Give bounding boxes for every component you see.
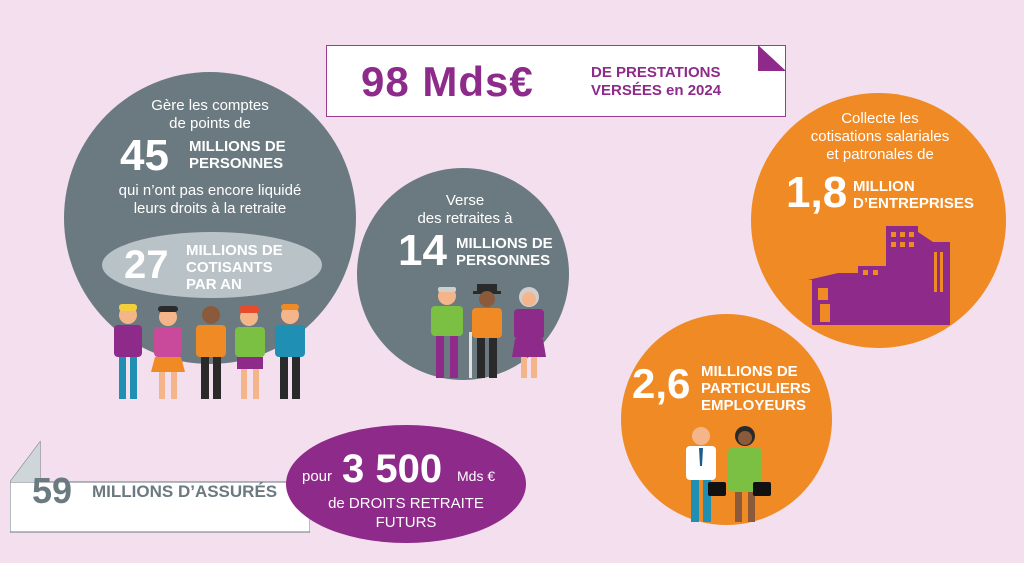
banner-fold: [758, 45, 786, 71]
left-line4: leurs droits à la retraite: [133, 200, 287, 217]
middle-big-label-2: PERSONNES: [456, 252, 551, 269]
top-banner: 98 Mds€ DE PRESTATIONS VERSÉES en 2024: [326, 45, 786, 117]
left-inner-label-3: PAR AN: [186, 276, 242, 293]
left-line1: Gère les comptes: [151, 97, 269, 114]
seniors-figures: [431, 284, 546, 378]
right-top-label-1: MILLION: [853, 178, 915, 195]
right-top-big-number: 1,8: [786, 168, 848, 217]
bottom-banner-shape: [10, 440, 310, 533]
oval-line2: de DROITS RETRAITE: [328, 495, 484, 512]
left-inner-number: 27: [124, 243, 169, 287]
left-line2: de points de: [169, 115, 251, 132]
right-bottom-big-number: 2,6: [632, 360, 691, 407]
left-inner-label-1: MILLIONS DE: [186, 242, 283, 259]
left-inner-oval: [102, 232, 322, 298]
left-big-label-1: MILLIONS DE: [189, 138, 286, 155]
bottom-banner-number: 59: [32, 470, 73, 511]
right-top-line3: et patronales de: [826, 146, 934, 163]
oval-prefix: pour: [302, 468, 333, 485]
right-top-line2: cotisations salariales: [810, 128, 950, 145]
middle-big-label-1: MILLIONS DE: [456, 235, 553, 252]
left-big-label-2: PERSONNES: [189, 155, 284, 172]
left-line3: qui n’ont pas encore liquidé: [118, 182, 302, 199]
left-inner-label-2: COTISANTS: [186, 259, 273, 276]
left-big-number: 45: [120, 131, 169, 180]
banner-label-1: DE PRESTATIONS: [591, 64, 721, 81]
bottom-oval: [286, 425, 526, 543]
five-people-figures: [114, 304, 305, 399]
right-top-line1: Collecte les: [841, 110, 919, 127]
banner-value: 98 Mds€: [361, 58, 534, 105]
right-bottom-circle: [621, 314, 832, 525]
middle-line2: des retraites à: [417, 210, 513, 227]
oval-number: 3 500: [342, 447, 443, 491]
right-bottom-label-1: MILLIONS DE: [701, 363, 798, 380]
right-bottom-label-3: EMPLOYEURS: [701, 397, 807, 414]
middle-big-number: 14: [398, 226, 447, 275]
banner-label-2: VERSÉES en 2024: [591, 82, 722, 99]
right-top-label-2: D’ENTREPRISES: [853, 195, 974, 212]
employers-figures: [686, 426, 771, 522]
oval-unit: Mds €: [457, 468, 496, 484]
middle-line1: Verse: [445, 192, 485, 209]
oval-line3: FUTURS: [375, 514, 437, 531]
right-bottom-label-2: PARTICULIERS: [701, 380, 811, 397]
bottom-banner-label: MILLIONS D’ASSURÉS: [92, 482, 278, 501]
factory-icon: [808, 226, 950, 325]
